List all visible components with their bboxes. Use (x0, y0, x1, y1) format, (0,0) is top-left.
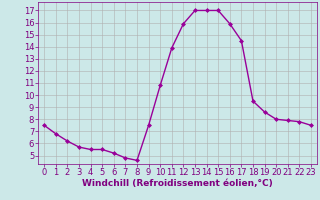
X-axis label: Windchill (Refroidissement éolien,°C): Windchill (Refroidissement éolien,°C) (82, 179, 273, 188)
